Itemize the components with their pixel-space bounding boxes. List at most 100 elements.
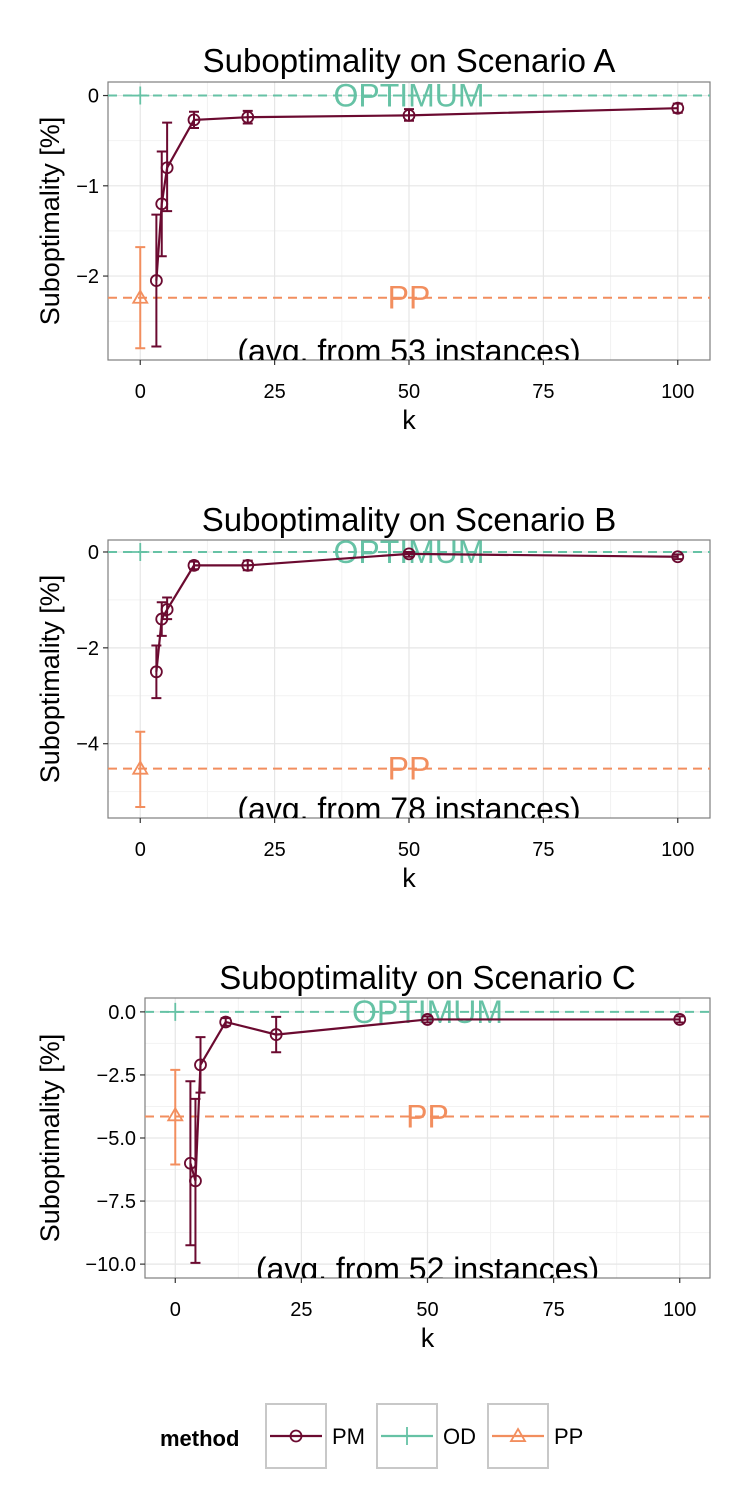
- legend-item-od: OD: [376, 1403, 476, 1469]
- x-tick-label: 100: [661, 839, 694, 861]
- data-point-od: [166, 1002, 185, 1021]
- data-point-pm: [421, 1013, 434, 1026]
- series-od: [131, 542, 150, 561]
- y-tick-label: −2: [76, 638, 99, 660]
- series-od: [166, 1002, 185, 1021]
- data-point-pm: [402, 108, 416, 122]
- x-tick-label: 75: [542, 1299, 564, 1321]
- pp-label: PP: [406, 1099, 449, 1135]
- data-point-pm: [241, 559, 255, 572]
- data-point-pm: [673, 1013, 687, 1026]
- chart-scenario-b: 0 25 50 75 100 0 −2 −4 Suboptimality on Scenario…: [35, 501, 711, 893]
- data-point-od: [131, 86, 150, 105]
- legend-item-pm: PM: [265, 1403, 365, 1469]
- data-point-pm: [187, 559, 201, 572]
- error-bar: [135, 246, 146, 350]
- y-tick-label: 0: [88, 542, 99, 564]
- data-point-pm: [160, 161, 174, 175]
- legend-item-pp: PP: [487, 1403, 583, 1469]
- error-bar: [151, 644, 162, 700]
- data-point-pm: [671, 550, 685, 564]
- x-tick-label: 50: [416, 1299, 438, 1321]
- error-bar: [170, 1068, 181, 1166]
- x-tick-label: 50: [398, 381, 420, 403]
- data-point-pm: [155, 612, 169, 626]
- y-axis-label: Suboptimality [%]: [35, 575, 65, 784]
- chart-title: Suboptimality on Scenario B: [202, 501, 617, 538]
- x-tick-label: 100: [663, 1299, 696, 1321]
- x-tick-label: 50: [398, 839, 420, 861]
- series-od: [131, 86, 150, 105]
- data-point-pm: [671, 101, 685, 115]
- instances-note: (avg. from 53 instances): [237, 333, 580, 369]
- legend-key-triangle-icon: [509, 1427, 527, 1442]
- x-axis-label: k: [402, 405, 416, 435]
- data-point-pm: [241, 110, 255, 124]
- data-point-pm: [194, 1058, 207, 1072]
- legend-label: PP: [554, 1424, 583, 1449]
- legend-items: PM OD PP: [265, 1403, 583, 1469]
- error-bar: [151, 213, 162, 348]
- x-tick-label: 25: [264, 839, 286, 861]
- y-tick-label: −1: [76, 176, 99, 198]
- legend-label: OD: [443, 1424, 476, 1449]
- data-point-pm: [184, 1156, 197, 1170]
- x-tick-label: 0: [135, 839, 146, 861]
- data-point-pp: [131, 759, 149, 775]
- data-point-pm: [269, 1028, 283, 1041]
- series-pm: [149, 547, 685, 700]
- pp-label: PP: [388, 280, 431, 316]
- error-bar: [674, 1015, 685, 1024]
- x-tick-label: 75: [532, 381, 554, 403]
- chart-scenario-a: 0 25 50 75 100 0 −1 −2 Suboptimality on Scenario…: [35, 42, 711, 435]
- y-axis-label: Suboptimality [%]: [35, 117, 65, 326]
- y-tick-label: −10.0: [85, 1254, 136, 1276]
- data-point-pm: [402, 547, 416, 561]
- data-point-pm: [219, 1015, 233, 1029]
- error-bar: [404, 550, 414, 558]
- error-bar: [162, 121, 173, 213]
- gridlines: [108, 82, 710, 360]
- instances-note: (avg. from 78 instances): [237, 791, 580, 827]
- x-tick-label: 75: [532, 839, 554, 861]
- error-bar: [672, 553, 683, 561]
- data-point-pp: [131, 288, 149, 304]
- legend-label: PM: [332, 1424, 365, 1449]
- x-tick-label: 25: [290, 1299, 312, 1321]
- data-point-pp: [166, 1106, 184, 1122]
- legend-key-circle-icon: [289, 1429, 303, 1443]
- y-tick-label: 0: [88, 86, 99, 108]
- legend-key-plus-icon: [398, 1427, 416, 1445]
- y-tick-label: −5.0: [97, 1128, 136, 1150]
- y-tick-label: −2.5: [97, 1065, 136, 1087]
- data-point-pm: [187, 113, 201, 127]
- error-bar: [185, 1080, 196, 1247]
- series-pp: [131, 246, 149, 350]
- series-pp: [166, 1068, 184, 1166]
- pp-label: PP: [388, 751, 431, 787]
- error-bar: [271, 1015, 282, 1054]
- error-bar: [195, 1036, 206, 1094]
- x-tick-label: 0: [170, 1299, 181, 1321]
- data-point-od: [131, 542, 150, 561]
- legend-title: method: [160, 1426, 239, 1451]
- series-pp: [131, 730, 149, 808]
- y-axis-label: Suboptimality [%]: [35, 1034, 65, 1243]
- error-bar: [422, 1015, 433, 1024]
- data-point-pm: [155, 197, 169, 211]
- data-point-pm: [149, 274, 163, 287]
- y-tick-label: −7.5: [97, 1191, 136, 1213]
- error-bar: [135, 730, 146, 808]
- x-tick-label: 0: [135, 381, 146, 403]
- y-tick-label: 0.0: [108, 1002, 136, 1024]
- legend: method PM OD PP: [160, 1403, 583, 1469]
- x-tick-label: 100: [661, 381, 694, 403]
- series-pm: [184, 1013, 687, 1264]
- data-point-pm: [189, 1174, 202, 1188]
- series-pm: [149, 101, 685, 348]
- data-point-pm: [160, 603, 174, 616]
